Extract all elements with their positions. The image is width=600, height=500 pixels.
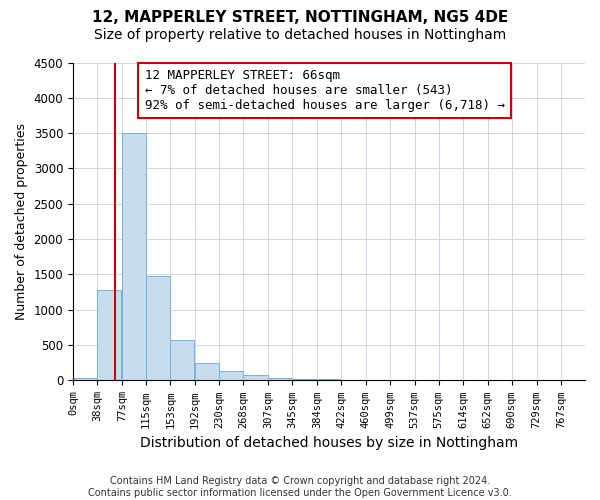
Bar [97, 290, 121, 380]
Text: Size of property relative to detached houses in Nottingham: Size of property relative to detached ho… [94, 28, 506, 42]
X-axis label: Distribution of detached houses by size in Nottingham: Distribution of detached houses by size … [140, 436, 518, 450]
Bar [146, 276, 170, 380]
Text: Contains HM Land Registry data © Crown copyright and database right 2024.
Contai: Contains HM Land Registry data © Crown c… [88, 476, 512, 498]
Bar [268, 378, 292, 380]
Bar [170, 340, 194, 380]
Y-axis label: Number of detached properties: Number of detached properties [15, 123, 28, 320]
Bar [292, 379, 317, 380]
Bar [195, 364, 219, 380]
Bar [122, 133, 146, 380]
Text: 12 MAPPERLEY STREET: 66sqm
← 7% of detached houses are smaller (543)
92% of semi: 12 MAPPERLEY STREET: 66sqm ← 7% of detac… [145, 69, 505, 112]
Bar [73, 378, 97, 380]
Text: 12, MAPPERLEY STREET, NOTTINGHAM, NG5 4DE: 12, MAPPERLEY STREET, NOTTINGHAM, NG5 4D… [92, 10, 508, 25]
Bar [219, 372, 244, 380]
Bar [244, 376, 268, 380]
